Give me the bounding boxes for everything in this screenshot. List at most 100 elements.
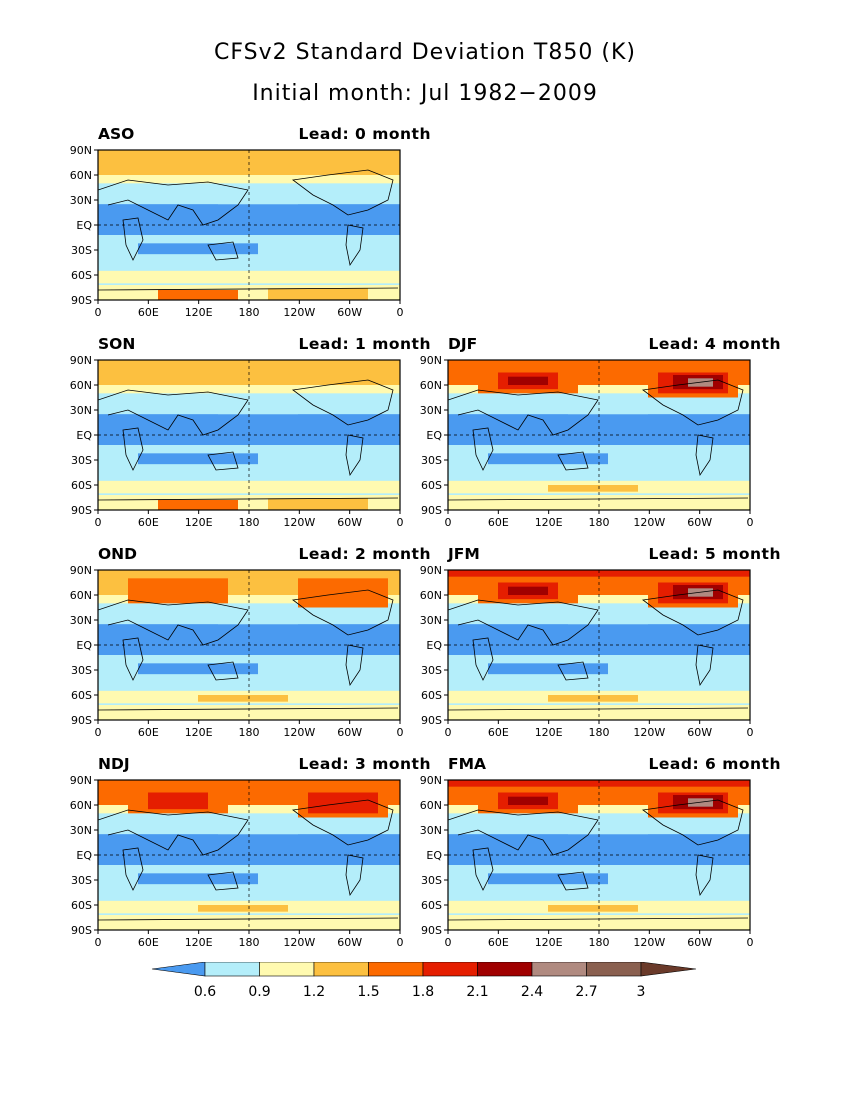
y-tick-label: 30N (420, 824, 442, 837)
y-tick-label: EQ (76, 639, 92, 652)
x-tick-label: 60W (687, 726, 712, 739)
y-tick-label: 30S (421, 874, 442, 887)
y-tick-label: EQ (426, 429, 442, 442)
panel-lead-label: Lead: 0 month (298, 125, 431, 143)
y-tick-label: 60S (71, 899, 92, 912)
x-tick-label: 60E (488, 726, 509, 739)
y-tick-label: 60N (70, 589, 92, 602)
panel-lead-label: Lead: 4 month (648, 335, 781, 353)
x-tick-label: 60E (138, 306, 159, 319)
panel-season-label: DJF (448, 335, 478, 353)
x-tick-label: 180 (239, 936, 260, 949)
panel-season-label: NDJ (98, 755, 130, 773)
colorbar: 0.6 0.9 1.2 1.5 1.8 2.1 2.4 2.7 3 (151, 962, 697, 1000)
x-tick-label: 120E (185, 306, 213, 319)
x-tick-label: 120W (633, 726, 665, 739)
y-tick-label: EQ (426, 849, 442, 862)
x-tick-label: 120W (283, 936, 315, 949)
x-tick-label: 60W (337, 516, 362, 529)
map-panel-son: SON Lead: 1 month 90N 60N 30N EQ 30S 60S 90S 0 60E… (63, 335, 443, 540)
x-tick-label: 0 (747, 936, 754, 949)
y-tick-label: 90N (420, 774, 442, 787)
y-tick-label: 90N (420, 564, 442, 577)
x-tick-label: 120W (283, 516, 315, 529)
x-tick-label: 60E (138, 936, 159, 949)
y-tick-label: 90S (71, 294, 92, 307)
y-tick-label: EQ (76, 849, 92, 862)
x-tick-label: 0 (95, 936, 102, 949)
x-tick-label: 120E (185, 936, 213, 949)
y-tick-label: 60S (421, 899, 442, 912)
x-tick-label: 60E (138, 516, 159, 529)
map-subtitle: Initial month: Jul 1982−2009 (252, 81, 598, 106)
x-tick-label: 60W (337, 306, 362, 319)
y-tick-label: 30S (71, 874, 92, 887)
y-tick-label: 60N (420, 799, 442, 812)
y-tick-label: 30N (70, 824, 92, 837)
x-tick-label: 60W (337, 726, 362, 739)
y-tick-label: 30S (71, 454, 92, 467)
x-tick-label: 0 (397, 516, 404, 529)
x-tick-label: 0 (445, 936, 452, 949)
map-panel-ond: OND Lead: 2 month 90N 60N 30N EQ 30S 60S 90S 0 60E… (63, 545, 443, 750)
y-tick-label: 60S (71, 479, 92, 492)
y-tick-label: 90N (70, 354, 92, 367)
y-tick-label: 90S (421, 504, 442, 517)
y-tick-label: 30N (420, 404, 442, 417)
map-panel-fma: FMA Lead: 6 month 90N 60N 30N EQ 30S 60S 90S 0 60E… (413, 755, 793, 960)
x-tick-label: 0 (397, 936, 404, 949)
x-tick-label: 120E (535, 936, 563, 949)
panel-season-label: OND (98, 545, 138, 563)
y-tick-label: 60N (70, 799, 92, 812)
y-tick-label: 30S (71, 244, 92, 257)
y-tick-label: 90N (70, 774, 92, 787)
colorbar-label: 2.7 (575, 984, 597, 1000)
y-tick-label: 60S (71, 269, 92, 282)
x-tick-label: 120E (185, 516, 213, 529)
x-tick-label: 0 (95, 726, 102, 739)
y-tick-label: EQ (76, 429, 92, 442)
x-tick-label: 180 (589, 936, 610, 949)
y-tick-label: 90N (70, 564, 92, 577)
colorbar-label: 1.5 (357, 984, 379, 1000)
x-tick-label: 120W (633, 516, 665, 529)
colorbar-label: 0.6 (194, 984, 216, 1000)
x-tick-label: 180 (239, 306, 260, 319)
panel-lead-label: Lead: 1 month (298, 335, 431, 353)
y-tick-label: 30S (71, 664, 92, 677)
panel-lead-label: Lead: 2 month (298, 545, 431, 563)
panel-season-label: JFM (448, 545, 480, 563)
x-tick-label: 120W (633, 936, 665, 949)
panel-season-label: SON (98, 335, 136, 353)
x-tick-label: 60W (687, 516, 712, 529)
x-tick-label: 180 (239, 516, 260, 529)
colorbar-label: 2.1 (466, 984, 488, 1000)
y-tick-label: 60N (420, 589, 442, 602)
colorbar-label: 1.2 (303, 984, 325, 1000)
x-tick-label: 180 (589, 516, 610, 529)
y-tick-label: 90S (71, 504, 92, 517)
y-tick-label: 30S (421, 454, 442, 467)
y-tick-label: 60S (71, 689, 92, 702)
x-tick-label: 60E (488, 516, 509, 529)
y-tick-label: 30N (70, 194, 92, 207)
x-tick-label: 0 (747, 726, 754, 739)
map-title: CFSv2 Standard Deviation T850 (K) (214, 40, 636, 65)
y-tick-label: 60S (421, 689, 442, 702)
y-tick-label: 60N (70, 379, 92, 392)
y-tick-label: 90N (420, 354, 442, 367)
colorbar-label: 1.8 (412, 984, 434, 1000)
y-tick-label: 60N (70, 169, 92, 182)
x-tick-label: 60W (337, 936, 362, 949)
map-panel-djf: DJF Lead: 4 month 90N 60N 30N EQ 30S 60S 90S 0 60E… (413, 335, 793, 540)
x-tick-label: 120W (283, 726, 315, 739)
y-tick-label: 60N (420, 379, 442, 392)
x-tick-label: 0 (95, 516, 102, 529)
x-tick-label: 60W (687, 936, 712, 949)
